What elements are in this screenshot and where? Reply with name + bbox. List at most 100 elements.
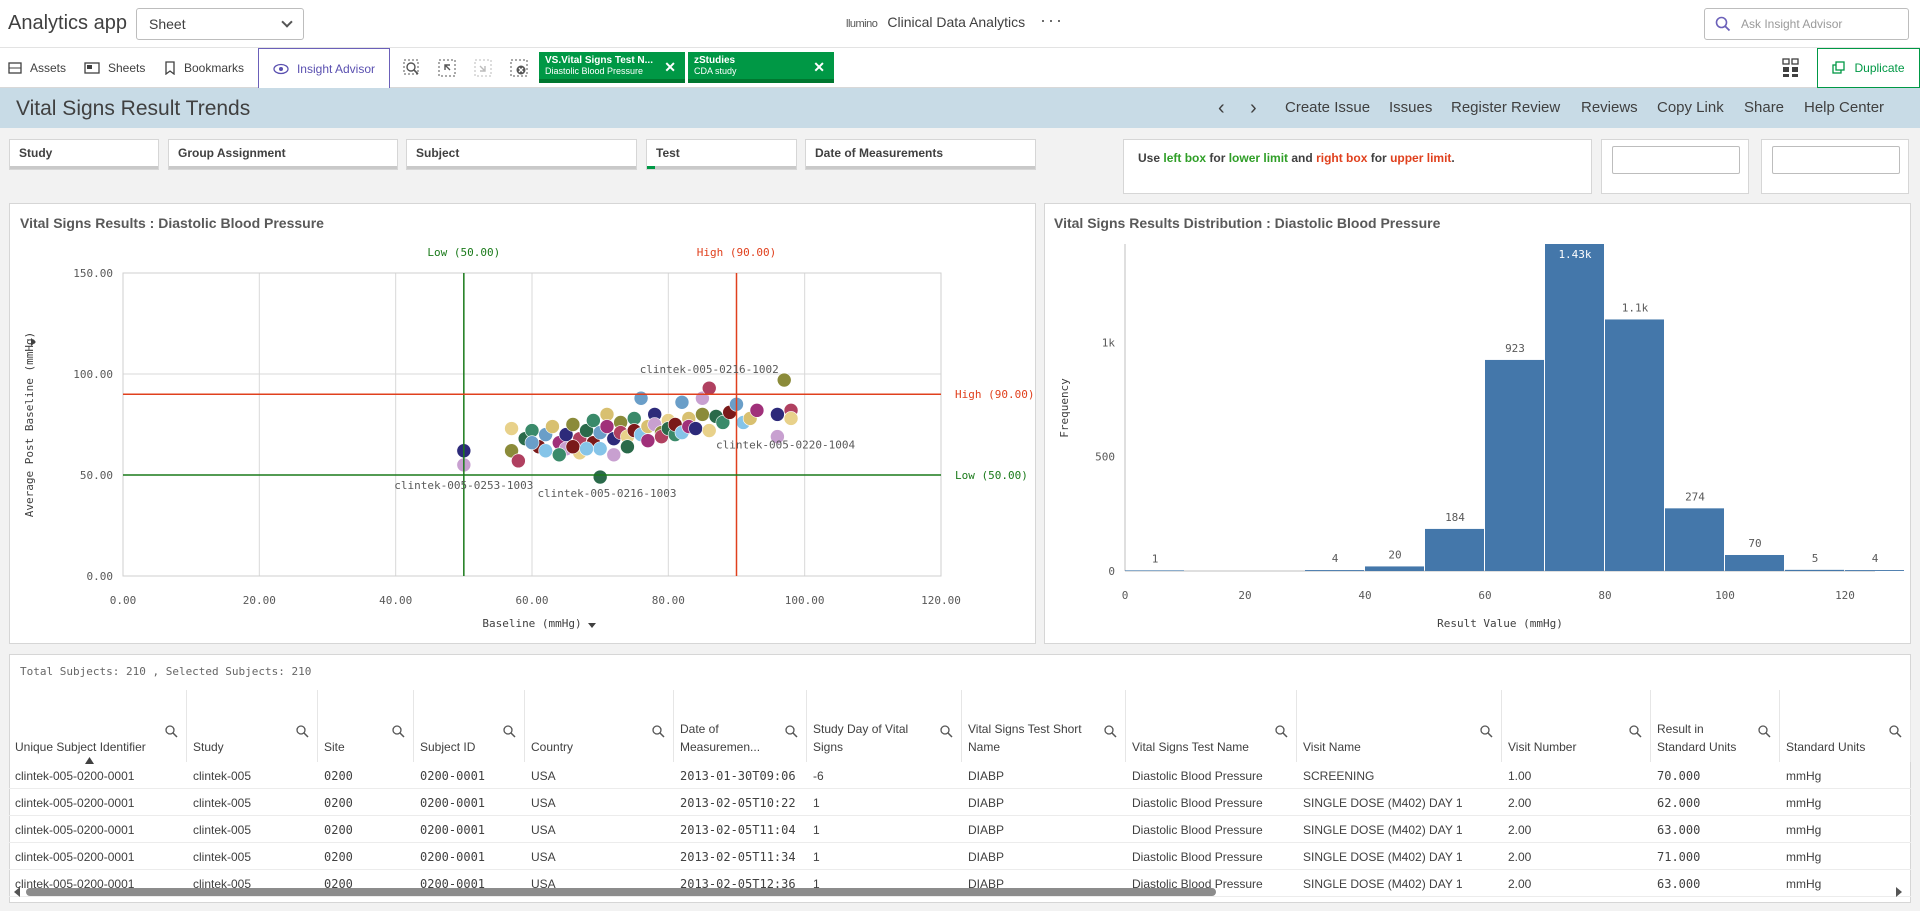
table-row[interactable]: clintek-005-0200-0001 clintek-005 0200 0200…: [9, 816, 1911, 843]
close-icon[interactable]: ✕: [813, 59, 825, 75]
sort-ascending-icon[interactable]: [85, 757, 94, 764]
insight-advisor-button[interactable]: Insight Advisor: [258, 48, 390, 89]
table-cell: SINGLE DOSE (M402) DAY 1: [1303, 850, 1463, 864]
share-link[interactable]: Share: [1744, 99, 1785, 116]
column-header[interactable]: Study: [187, 690, 318, 762]
filter-bar: [10, 166, 158, 169]
scatter-panel: [9, 203, 1036, 644]
sheets-button[interactable]: Sheets: [84, 48, 145, 88]
bar-value-label: 1.43k: [1558, 248, 1591, 261]
column-header[interactable]: Result in Standard Units: [1651, 690, 1780, 762]
histogram-bar: [1725, 554, 1784, 571]
search-icon[interactable]: [940, 725, 953, 738]
bar-value-label: 184: [1445, 511, 1465, 524]
hint-text: for: [1367, 151, 1391, 165]
search-icon[interactable]: [165, 725, 178, 738]
filter-test[interactable]: Test: [646, 139, 797, 170]
search-icon[interactable]: [392, 725, 405, 738]
column-header[interactable]: Country: [525, 690, 674, 762]
table-cell: 1: [813, 850, 820, 864]
search-icon[interactable]: [1275, 725, 1288, 738]
table-cell: SCREENING: [1303, 769, 1375, 783]
next-sheet-button[interactable]: ›: [1250, 97, 1257, 119]
histogram-chart[interactable]: 0 500 1k 0 20 40 60 80 100 120 1 4 20 184 923 1.43k 1.1k…: [1044, 236, 1911, 640]
grid-icon[interactable]: [1782, 58, 1800, 78]
search-icon[interactable]: [1758, 725, 1771, 738]
filter-group-assignment[interactable]: Group Assignment: [168, 139, 398, 170]
bookmarks-button[interactable]: Bookmarks: [164, 48, 244, 88]
column-header[interactable]: Vital Signs Test Short Name: [962, 690, 1126, 762]
search-icon[interactable]: [1889, 725, 1902, 738]
filter-study[interactable]: Study: [9, 139, 159, 170]
search-icon[interactable]: [652, 725, 665, 738]
x-tick-label: 120: [1835, 589, 1855, 602]
search-icon[interactable]: [1629, 725, 1642, 738]
column-header-label: Standard Units: [1786, 740, 1866, 754]
column-header[interactable]: Unique Subject Identifier: [9, 690, 187, 764]
smart-search-icon[interactable]: [402, 58, 422, 78]
previous-sheet-button[interactable]: ‹: [1218, 97, 1225, 119]
scroll-left-icon[interactable]: [12, 886, 22, 898]
scatter-point: [504, 443, 519, 459]
more-options-button[interactable]: ···: [1040, 10, 1064, 30]
search-icon[interactable]: [503, 725, 516, 738]
column-header[interactable]: Visit Number: [1502, 690, 1651, 762]
register-review-link[interactable]: Register Review: [1451, 99, 1561, 116]
step-forward-icon[interactable]: [473, 58, 493, 78]
search-icon[interactable]: [296, 725, 309, 738]
search-icon[interactable]: [1480, 725, 1493, 738]
column-header[interactable]: Vital Signs Test Name: [1126, 690, 1297, 762]
scroll-right-icon[interactable]: [1894, 886, 1904, 898]
horizontal-scrollbar[interactable]: [26, 888, 1216, 896]
scatter-chart[interactable]: 0.00 20.00 40.00 60.00 80.00 100.00 120.00 0.00…: [9, 240, 1036, 640]
x-axis-label: Result Value (mmHg): [1437, 617, 1563, 630]
table-row[interactable]: clintek-005-0200-0001 clintek-005 0200 0200…: [9, 762, 1911, 789]
table-row[interactable]: clintek-005-0200-0001 clintek-005 0200 0200…: [9, 789, 1911, 816]
filter-date-of-measurements[interactable]: Date of Measurements: [805, 139, 1036, 170]
reviews-link[interactable]: Reviews: [1581, 99, 1638, 116]
table-cell: 1: [813, 877, 820, 891]
table-cell: clintek-005-0200-0001: [15, 769, 135, 783]
upper-limit-input[interactable]: [1772, 146, 1900, 174]
selection-chip-test-name[interactable]: VS.Vital Signs Test N... Diastolic Blood…: [539, 52, 685, 83]
table-cell: SINGLE DOSE (M402) DAY 1: [1303, 877, 1463, 891]
table-cell: mmHg: [1786, 877, 1822, 891]
column-header-label: Site: [324, 740, 345, 754]
sheet-dropdown-label: Sheet: [149, 16, 186, 32]
create-issue-link[interactable]: Create Issue: [1285, 99, 1371, 116]
search-icon[interactable]: [785, 725, 798, 738]
help-center-link[interactable]: Help Center: [1804, 99, 1885, 116]
duplicate-button[interactable]: Duplicate: [1817, 48, 1920, 88]
column-header[interactable]: Site: [318, 690, 414, 762]
column-header[interactable]: Date of Measuremen...: [674, 690, 807, 762]
column-header[interactable]: Visit Name: [1297, 690, 1502, 762]
table-cell: 1: [813, 823, 820, 837]
selection-chip-studies[interactable]: zStudies CDA study ✕: [688, 52, 834, 83]
copy-link-link[interactable]: Copy Link: [1657, 99, 1724, 116]
filter-subject[interactable]: Subject: [406, 139, 637, 170]
column-header[interactable]: Study Day of Vital Signs: [807, 690, 962, 762]
ask-insight-advisor-input[interactable]: Ask Insight Advisor: [1704, 8, 1909, 40]
scatter-point: [770, 407, 785, 422]
table-cell: USA: [531, 769, 556, 783]
table-row[interactable]: clintek-005-0200-0001 clintek-005 0200 0200…: [9, 843, 1911, 870]
point-annotation: clintek-005-0253-1003: [394, 479, 533, 492]
lower-limit-input[interactable]: [1612, 146, 1740, 174]
bar-value-label: 1.1k: [1622, 301, 1649, 314]
table-row[interactable]: clintek-005-0200-0001 clintek-005 0200 0200…: [9, 870, 1911, 897]
step-back-icon[interactable]: [437, 58, 457, 78]
assets-button[interactable]: Assets: [8, 48, 66, 88]
sheet-dropdown[interactable]: Sheet: [136, 8, 304, 40]
column-header[interactable]: Standard Units: [1780, 690, 1911, 762]
search-icon[interactable]: [1104, 725, 1117, 738]
issues-link[interactable]: Issues: [1389, 99, 1433, 116]
clear-selections-icon[interactable]: [509, 58, 529, 78]
close-icon[interactable]: ✕: [664, 59, 676, 75]
bookmark-icon: [165, 61, 175, 75]
table-cell: 71.000: [1657, 850, 1701, 864]
table-cell: 0200-0001: [420, 877, 486, 891]
column-header[interactable]: Subject ID: [414, 690, 525, 762]
column-header-label: Result in Standard Units: [1657, 722, 1737, 754]
plot-frame: [122, 272, 942, 577]
scatter-point: [504, 421, 519, 436]
